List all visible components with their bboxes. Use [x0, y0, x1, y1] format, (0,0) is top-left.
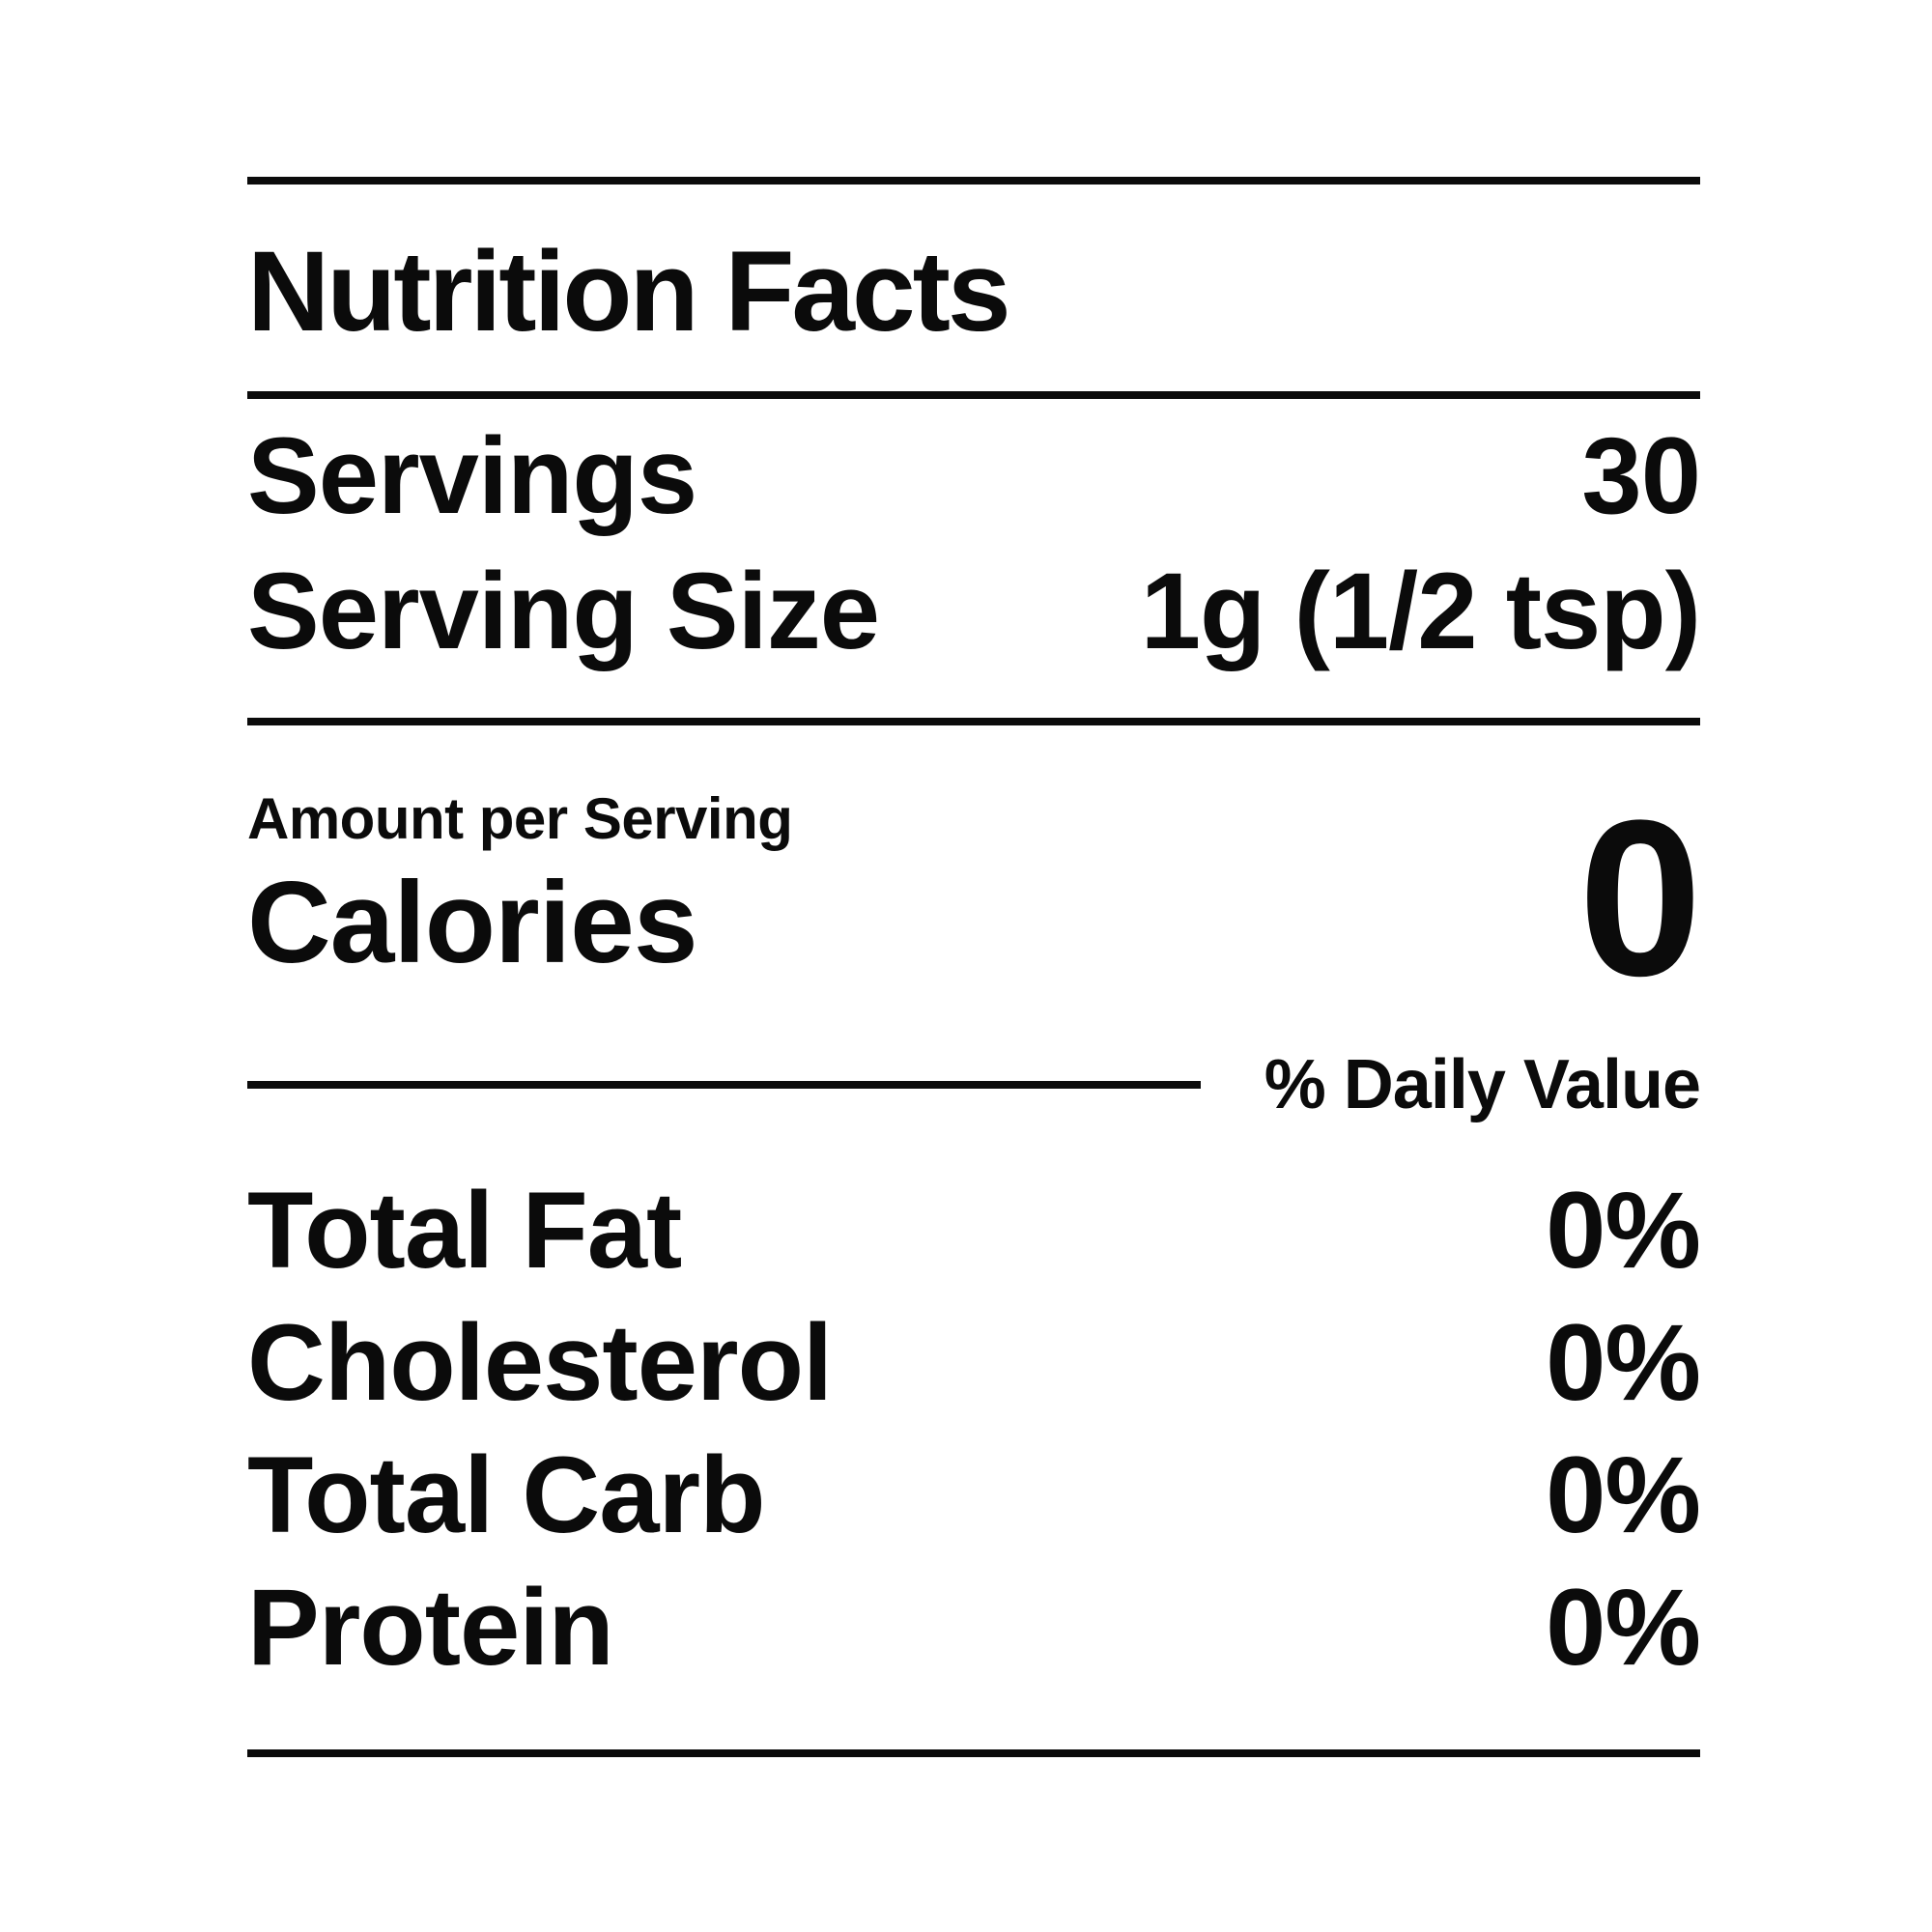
nutrient-value: 0% — [1546, 1170, 1701, 1291]
amount-per-serving-label: Amount per Serving — [247, 786, 793, 851]
nutrient-label: Total Carb — [247, 1435, 766, 1555]
servings-value: 30 — [1581, 415, 1701, 536]
nutrition-label: Nutrition Facts Servings 30 Serving Size… — [247, 177, 1702, 1757]
servings-label: Servings — [247, 415, 697, 536]
daily-value-partial-rule — [247, 1081, 1201, 1089]
nutrient-value: 0% — [1546, 1302, 1701, 1423]
nutrient-label: Cholesterol — [247, 1302, 833, 1423]
calories-value: 0 — [1578, 773, 1702, 1022]
serving-divider-rule — [247, 718, 1700, 725]
nutrient-row: Cholesterol 0% — [247, 1296, 1701, 1429]
nutrient-value: 0% — [1546, 1567, 1701, 1688]
calories-left-column: Amount per Serving Calories — [247, 786, 793, 987]
bottom-rule — [247, 1749, 1700, 1757]
nutrient-rows: Total Fat 0% Cholesterol 0% Total Carb 0… — [247, 1164, 1701, 1693]
label-title: Nutrition Facts — [247, 228, 1011, 355]
nutrient-value: 0% — [1546, 1435, 1701, 1555]
serving-size-label: Serving Size — [247, 551, 880, 671]
nutrient-row: Protein 0% — [247, 1561, 1701, 1693]
serving-size-value: 1g (1/2 tsp) — [1140, 551, 1701, 671]
servings-row: Servings 30 — [247, 409, 1701, 544]
top-rule — [247, 177, 1700, 185]
daily-value-header-row: % Daily Value — [247, 1046, 1701, 1123]
serving-info-section: Servings 30 Serving Size 1g (1/2 tsp) — [247, 409, 1701, 679]
daily-value-header: % Daily Value — [1264, 1046, 1701, 1123]
nutrient-label: Protein — [247, 1567, 614, 1688]
nutrient-row: Total Fat 0% — [247, 1164, 1701, 1296]
serving-size-row: Serving Size 1g (1/2 tsp) — [247, 544, 1701, 679]
calories-label: Calories — [247, 858, 698, 987]
nutrient-label: Total Fat — [247, 1170, 682, 1291]
calories-section: Amount per Serving Calories 0 — [247, 773, 1702, 1022]
title-divider-rule — [247, 391, 1700, 399]
nutrient-row: Total Carb 0% — [247, 1429, 1701, 1561]
